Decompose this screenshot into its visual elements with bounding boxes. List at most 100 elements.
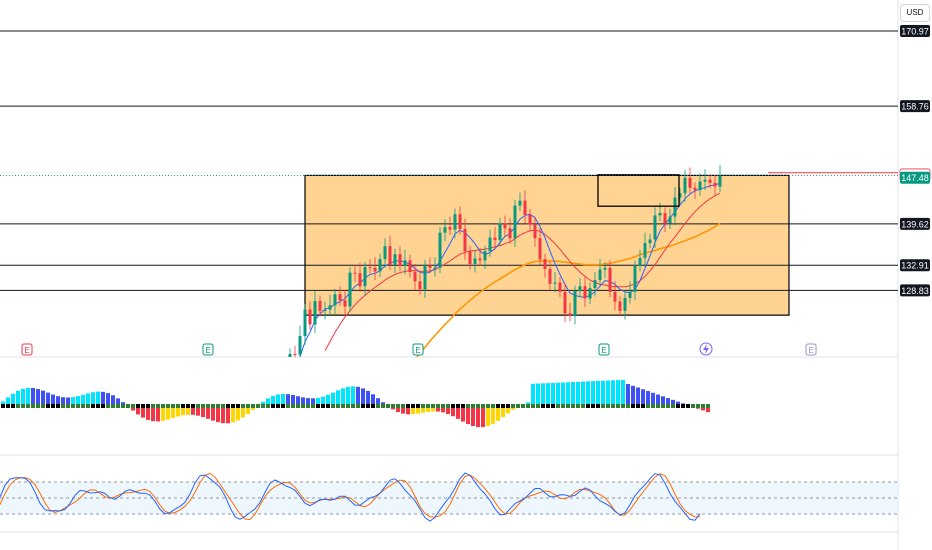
squeeze-dot: [286, 404, 290, 408]
squeeze-dot: [191, 404, 195, 408]
squeeze-dot: [446, 404, 450, 408]
squeeze-dot: [56, 404, 60, 408]
candle: [638, 249, 642, 272]
candle-body: [563, 291, 567, 314]
candle-body: [503, 223, 507, 229]
oscillator-bar: [286, 394, 290, 406]
oscillator-bar: [456, 406, 460, 419]
oscillator-bar: [151, 406, 155, 422]
oscillator-bar: [91, 392, 95, 406]
candle: [718, 165, 722, 193]
candle: [333, 288, 337, 314]
currency-badge[interactable]: USD: [900, 4, 930, 22]
candle: [433, 257, 437, 277]
earnings-marker[interactable]: E: [202, 343, 214, 356]
candle: [598, 259, 602, 286]
squeeze-dot: [396, 404, 400, 408]
squeeze-dot: [1, 404, 5, 408]
squeeze-dot: [366, 404, 370, 408]
squeeze-dot: [141, 404, 145, 408]
squeeze-dot: [186, 404, 190, 408]
squeeze-dot: [551, 404, 555, 408]
squeeze-dot: [256, 404, 260, 408]
candle-body: [698, 181, 702, 191]
oscillator-bar: [296, 396, 300, 406]
squeeze-dot: [216, 404, 220, 408]
earnings-marker[interactable]: E: [21, 343, 33, 356]
candle-body: [508, 228, 512, 239]
candle-body: [603, 267, 607, 270]
candle: [438, 227, 442, 274]
oscillator-bar: [446, 406, 450, 414]
candle-body: [533, 224, 537, 239]
oscillator-bar: [171, 406, 175, 419]
squeeze-dot: [666, 404, 670, 408]
earnings-marker[interactable]: E: [598, 343, 610, 356]
oscillator-bar: [201, 406, 205, 418]
candle-body: [368, 267, 372, 269]
oscillator-bar: [501, 406, 505, 418]
candle-body: [553, 282, 557, 284]
squeeze-dot: [306, 404, 310, 408]
last-price-tag-label: 147.48: [901, 173, 929, 183]
squeeze-dot: [171, 404, 175, 408]
level-price-tag-1-bg: [900, 100, 930, 113]
oscillator-bar: [276, 394, 280, 406]
candle-body: [418, 281, 422, 290]
squeeze-dot: [41, 404, 45, 408]
candle: [483, 245, 487, 269]
squeeze-dot: [486, 404, 490, 408]
oscillator-bar: [331, 392, 335, 406]
oscillator-bar: [116, 398, 120, 406]
candle: [583, 275, 587, 308]
candle-body: [288, 353, 292, 357]
oscillator-bar: [101, 391, 105, 406]
candle-body: [413, 272, 417, 282]
candle-body: [483, 251, 487, 261]
oscillator-bar: [551, 382, 555, 406]
candle-body: [718, 175, 722, 187]
oscillator-bar: [476, 406, 480, 428]
squeeze-dot: [96, 404, 100, 408]
level-price-tag-3: 132.91: [900, 259, 930, 272]
candle-body: [703, 179, 707, 182]
oscillator-bar: [481, 406, 485, 428]
candle: [308, 301, 312, 330]
squeeze-dot: [371, 404, 375, 408]
oscillator-bar: [621, 379, 625, 406]
oscillator-bar: [161, 406, 165, 421]
oscillator-bar: [556, 382, 560, 406]
squeeze-dot: [281, 404, 285, 408]
candle-body: [683, 177, 687, 194]
candle-body: [259, 414, 262, 419]
candle-body: [468, 251, 472, 265]
candle: [463, 218, 467, 260]
squeeze-dot: [506, 404, 510, 408]
oscillator-bar: [406, 406, 410, 415]
oscillator-bar: [471, 406, 475, 427]
earnings-marker[interactable]: E: [412, 343, 424, 356]
level-price-tag-0-bg: [900, 24, 930, 37]
oscillator-bar: [531, 383, 535, 406]
earnings-marker[interactable]: E: [805, 343, 817, 356]
squeeze-dot: [156, 404, 160, 408]
candle-body: [308, 309, 312, 325]
oscillator-bar: [311, 398, 315, 406]
candle: [363, 261, 367, 295]
candle-body: [284, 369, 287, 383]
candle-body: [323, 309, 327, 311]
oscillator-bar: [701, 406, 705, 411]
oscillator-bar: [216, 406, 220, 423]
candle: [343, 289, 347, 316]
squeeze-dot: [351, 404, 355, 408]
oscillator-bar: [641, 389, 645, 406]
squeeze-dot: [476, 404, 480, 408]
oscillator-bar: [601, 380, 605, 406]
level-price-tag-4-label: 128.83: [901, 286, 929, 296]
oscillator-bar: [11, 393, 15, 406]
oscillator-bar: [131, 406, 135, 411]
dividend-lightning-icon[interactable]: [699, 342, 713, 356]
squeeze-dot: [671, 404, 675, 408]
